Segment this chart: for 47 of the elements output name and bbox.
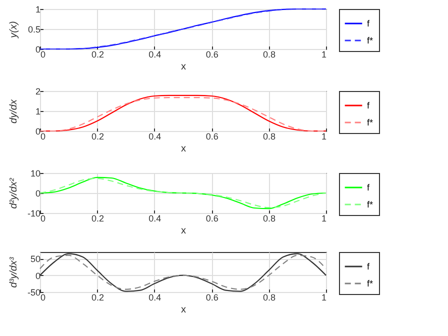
x-tick-label: 0.2 xyxy=(91,292,104,302)
x-tick-label: 0.6 xyxy=(206,50,218,60)
x-tick-label: 1 xyxy=(321,214,326,224)
y-tick-label: 0 xyxy=(35,188,40,198)
legend-label: f xyxy=(367,262,370,272)
x-tick-label: 0.2 xyxy=(91,214,104,224)
x-tick-label: 0.2 xyxy=(91,132,104,142)
x-axis-title: x xyxy=(181,304,186,316)
x-axis-title: x xyxy=(181,144,186,154)
y-axis-title: d²y/dx² xyxy=(8,178,20,209)
x-tick-label: 0.6 xyxy=(206,132,218,142)
x-tick-label: 1 xyxy=(321,50,326,60)
y-axis-title: y(x) xyxy=(8,21,20,39)
legend-label: f* xyxy=(367,36,374,46)
legend-label: f* xyxy=(367,200,374,210)
y-tick-label: 0 xyxy=(35,270,40,281)
x-tick-label: 0.6 xyxy=(206,214,218,224)
x-tick-label: 0.4 xyxy=(148,132,162,142)
x-tick-label: 0.2 xyxy=(91,50,104,60)
y-tick-label: -50 xyxy=(27,288,40,298)
y-axis-title: dy/dx xyxy=(8,98,20,124)
x-tick-label: 0.8 xyxy=(263,292,276,302)
legend-label: f xyxy=(367,182,370,192)
y-tick-label: 0.5 xyxy=(28,24,40,34)
legend-label: f xyxy=(367,100,370,110)
y-tick-label: 1 xyxy=(35,106,40,116)
y-tick-label: 10 xyxy=(30,168,40,178)
x-tick-label: 0.8 xyxy=(263,214,276,224)
y-tick-label: 50 xyxy=(30,254,40,264)
y-tick-label: 2 xyxy=(35,86,40,96)
y-tick-label: 1 xyxy=(35,4,40,14)
x-tick-label: 0.6 xyxy=(206,292,218,302)
x-tick-label: 0.4 xyxy=(148,292,162,302)
x-axis-title: x xyxy=(181,226,186,236)
legend-label: f xyxy=(367,18,370,28)
x-tick-label: 0.8 xyxy=(263,50,276,60)
x-tick-label: 0.8 xyxy=(263,132,276,142)
x-tick-label: 1 xyxy=(321,292,326,302)
legend-label: f* xyxy=(367,278,374,288)
y-axis-title: d³y/dx³ xyxy=(8,256,20,288)
x-tick-label: 1 xyxy=(321,132,326,142)
y-tick-label: -10 xyxy=(27,208,40,218)
x-axis-title: x xyxy=(181,62,186,72)
x-tick-label: 0.4 xyxy=(148,214,162,224)
legend-label: f* xyxy=(367,118,374,128)
line-series xyxy=(39,8,327,50)
x-tick-label: 0.4 xyxy=(148,50,162,60)
